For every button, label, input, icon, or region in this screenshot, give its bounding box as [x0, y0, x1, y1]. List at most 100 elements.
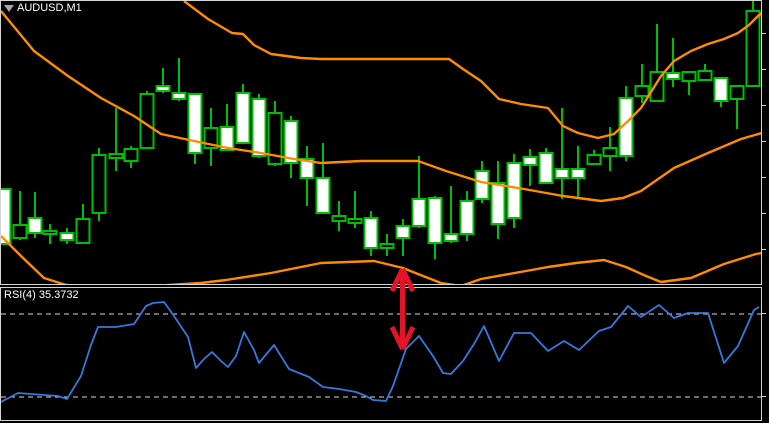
candle-body — [75, 218, 91, 244]
bollinger-upper-line — [183, 1, 761, 140]
price-chart-canvas[interactable] — [1, 1, 761, 284]
candle — [570, 146, 586, 198]
rsi-indicator-panel[interactable] — [0, 287, 762, 421]
candle-body — [187, 93, 203, 154]
candle — [729, 85, 745, 129]
candle — [108, 108, 124, 171]
candle — [155, 68, 171, 93]
candle-body — [411, 198, 427, 227]
candle-body — [681, 71, 697, 82]
scale-tick — [761, 69, 766, 70]
candle — [59, 228, 75, 244]
candle — [171, 58, 187, 101]
candle — [713, 77, 729, 107]
candle-body — [586, 154, 602, 165]
candle-body — [538, 152, 554, 184]
candle-body — [315, 177, 331, 214]
candle — [522, 149, 538, 186]
candle — [506, 154, 522, 228]
scale-tick — [761, 249, 766, 250]
candle — [1, 188, 12, 245]
candle-body — [618, 97, 634, 157]
candle-body — [363, 217, 379, 249]
candle — [235, 84, 251, 144]
symbol-timeframe-label: AUDUSD,M1 — [17, 2, 82, 14]
candle — [315, 143, 331, 214]
candle-body — [347, 218, 363, 224]
candle-body — [474, 170, 490, 200]
scale-tick — [761, 213, 766, 214]
candle — [363, 211, 379, 256]
candle — [395, 219, 411, 256]
candle-body — [570, 168, 586, 179]
arrow-top-right-wing — [400, 267, 416, 293]
candle — [12, 191, 28, 240]
candle-body — [379, 243, 395, 249]
arrow-top-left-wing — [389, 267, 405, 293]
candle-body — [171, 92, 187, 100]
candle — [427, 196, 443, 259]
candle — [123, 146, 139, 168]
candle — [697, 64, 713, 81]
candle — [283, 116, 299, 178]
candle — [379, 234, 395, 256]
candle — [634, 64, 650, 103]
candle-body — [91, 154, 107, 214]
candle — [251, 94, 267, 158]
rsi-line — [1, 301, 760, 403]
candle — [681, 71, 697, 95]
candle-body — [219, 126, 235, 151]
candle-body — [745, 10, 761, 87]
candle-body — [27, 217, 43, 234]
scale-tick — [761, 105, 766, 106]
candle-body — [123, 148, 139, 162]
candle-body — [395, 225, 411, 239]
candle-body — [697, 70, 713, 81]
scale-tick — [761, 177, 766, 178]
candle — [411, 156, 427, 228]
price-chart-panel[interactable] — [0, 0, 762, 285]
candle-body — [522, 156, 538, 166]
candle-body — [1, 188, 12, 245]
candle-body — [331, 215, 347, 222]
candle — [745, 1, 761, 87]
rsi-chart-canvas[interactable] — [1, 288, 761, 420]
candle-body — [42, 230, 58, 235]
candle-body — [299, 158, 315, 179]
candle — [91, 148, 107, 221]
candle — [538, 148, 554, 184]
candle-body — [235, 92, 251, 144]
candle — [299, 146, 315, 206]
candle-body — [459, 200, 475, 235]
candle-body — [634, 85, 650, 97]
candle — [219, 104, 235, 151]
rsi-value-label: RSI(4) 35.3732 — [4, 289, 79, 301]
scale-tick — [761, 33, 766, 34]
candle-body — [427, 197, 443, 244]
candle-body — [443, 233, 459, 242]
bollinger-lower-line — [1, 235, 761, 284]
candle-body — [729, 85, 745, 100]
arrow-bottom-left-wing — [389, 325, 405, 351]
candle — [75, 204, 91, 244]
candle-body — [602, 147, 618, 157]
candle — [331, 201, 347, 231]
candle-body — [59, 232, 75, 241]
candle-body — [554, 168, 570, 179]
candle — [586, 150, 602, 165]
candle-body — [267, 112, 283, 165]
scale-tick — [761, 141, 766, 142]
candle-body — [665, 72, 681, 80]
candle-body — [108, 153, 124, 159]
scale-tick — [761, 396, 766, 397]
candle-body — [490, 182, 506, 225]
candle-body — [12, 224, 28, 239]
candle — [27, 192, 43, 238]
red-double-arrow[interactable] — [389, 267, 416, 351]
candle — [490, 161, 506, 239]
bollinger-middle-line — [1, 10, 761, 203]
scale-tick — [761, 313, 766, 314]
candle-body — [713, 77, 729, 102]
